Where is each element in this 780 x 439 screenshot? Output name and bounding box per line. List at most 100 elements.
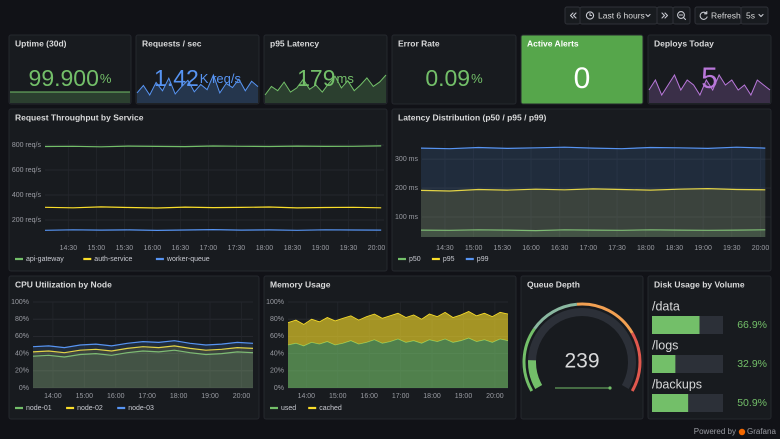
y-tick-label: 0%: [19, 385, 29, 392]
y-tick-label: 200 ms: [395, 185, 418, 192]
gauge-threshold: [576, 302, 634, 334]
y-tick-label: 400 req/s: [12, 192, 42, 199]
shift-back-button[interactable]: [564, 6, 581, 25]
panel-title: Memory Usage: [270, 279, 331, 289]
x-tick-label: 15:30: [494, 245, 512, 252]
x-tick-label: 15:00: [76, 393, 94, 400]
series-area: [288, 311, 508, 346]
y-tick-label: 60%: [15, 333, 29, 340]
interval-picker[interactable]: [740, 6, 769, 25]
panel-title: Disk Usage by Volume: [654, 279, 745, 289]
legend-label: worker-queue: [166, 256, 210, 263]
x-tick-label: 18:30: [666, 245, 684, 252]
refresh-interval: 5s: [746, 10, 755, 20]
bar: [652, 316, 700, 334]
panel-title: CPU Utilization by Node: [15, 279, 112, 289]
volume-name: /data: [652, 299, 680, 313]
y-tick-label: 100%: [266, 299, 284, 306]
stat-title: Error Rate: [398, 38, 440, 48]
toolbar: Last 6 hours Refresh 5s: [564, 6, 769, 25]
bar: [652, 394, 689, 412]
x-tick-label: 17:00: [580, 245, 598, 252]
x-tick-label: 19:30: [723, 245, 741, 252]
gauge-value: 239: [564, 350, 599, 373]
y-tick-label: 20%: [270, 368, 284, 375]
y-tick-label: 80%: [15, 316, 29, 323]
y-tick-label: 800 req/s: [12, 142, 42, 149]
bar: [652, 355, 676, 373]
time-caret: [645, 13, 651, 18]
stat-title: Deploys Today: [654, 38, 714, 48]
series-area: [33, 345, 253, 388]
series-line: [44, 228, 382, 232]
sparkline: [648, 73, 771, 97]
x-tick-label: 17:30: [228, 245, 246, 252]
y-tick-label: 60%: [270, 333, 284, 340]
series-line: [44, 145, 382, 148]
legend-label: cached: [319, 405, 342, 412]
gauge-threshold: [522, 327, 536, 392]
series-area: [421, 229, 766, 237]
stat-title: Active Alerts: [527, 38, 579, 48]
y-tick-label: 100 ms: [395, 214, 418, 221]
y-tick-label: 0%: [274, 385, 284, 392]
series-area: [421, 147, 766, 237]
x-tick-label: 16:30: [172, 245, 190, 252]
x-tick-label: 18:00: [170, 393, 188, 400]
y-tick-label: 300 ms: [395, 156, 418, 163]
gauge-threshold: [630, 332, 642, 392]
panel-title: Queue Depth: [527, 279, 580, 289]
x-tick-label: 14:30: [60, 245, 78, 252]
x-tick-label: 15:30: [116, 245, 134, 252]
stat-title: Requests / sec: [142, 38, 202, 48]
x-tick-label: 16:30: [551, 245, 569, 252]
y-tick-label: 600 req/s: [12, 167, 42, 174]
stat-unit: %: [100, 71, 112, 86]
stat-number: 1.42: [154, 65, 199, 91]
series-line: [420, 229, 766, 232]
stat-title: Uptime (30d): [15, 38, 67, 48]
x-tick-label: 15:00: [88, 245, 106, 252]
x-tick-label: 18:00: [256, 245, 274, 252]
x-tick-label: 19:00: [694, 245, 712, 252]
legend-label: p50: [409, 256, 421, 263]
series-area: [288, 338, 508, 388]
panel: [391, 34, 517, 105]
clock-icon: [585, 11, 595, 20]
panel: [263, 34, 388, 105]
x-tick-label: 17:00: [200, 245, 218, 252]
legend-label: p99: [477, 256, 489, 263]
clock-hands: [589, 12, 593, 17]
time-range: Last 6 hours: [598, 10, 645, 20]
y-tick-label: 40%: [15, 350, 29, 357]
x-tick-label: 18:00: [637, 245, 655, 252]
y-tick-label: 80%: [270, 316, 284, 323]
panel: [8, 34, 132, 105]
x-tick-label: 17:00: [138, 393, 156, 400]
legend-label: used: [281, 405, 296, 412]
gauge-fill: [528, 360, 543, 389]
panel: [647, 34, 772, 105]
x-tick-label: 17:30: [608, 245, 626, 252]
stat-unit: K req/s: [200, 71, 242, 86]
stat-value: 1.42K req/s: [154, 65, 241, 91]
x-tick-label: 16:00: [522, 245, 540, 252]
footer-brand: Grafana: [747, 427, 776, 436]
panel-title: Latency Distribution (p50 / p95 / p99): [398, 112, 546, 122]
y-tick-label: 200 req/s: [12, 217, 42, 224]
x-tick-label: 20:00: [486, 393, 504, 400]
x-tick-label: 20:00: [752, 245, 770, 252]
x-tick-label: 18:00: [423, 393, 441, 400]
x-tick-label: 16:00: [107, 393, 125, 400]
y-tick-label: 40%: [270, 350, 284, 357]
y-tick-label: 100%: [11, 299, 29, 306]
gauge-track: [528, 308, 636, 389]
stat-number: 0: [574, 62, 591, 95]
series-line: [287, 311, 509, 325]
stat-value: 99.900%: [29, 65, 112, 91]
stat-number: 99.900: [29, 65, 99, 91]
stat-value: 5: [701, 62, 718, 95]
stat-number: 5: [701, 62, 718, 95]
